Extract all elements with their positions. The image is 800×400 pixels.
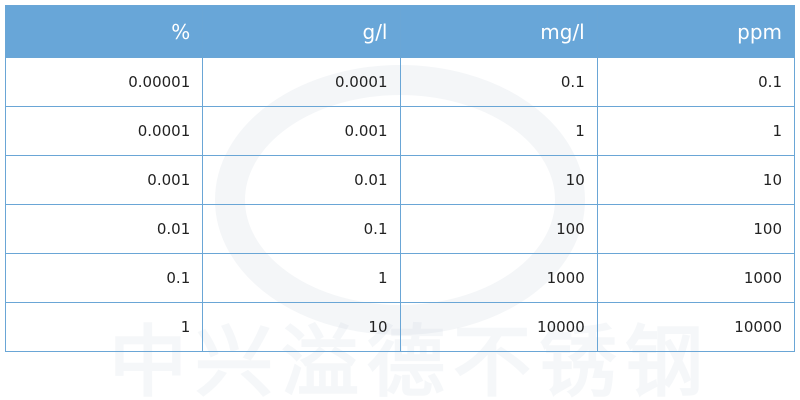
table-cell: 10 bbox=[202, 302, 401, 352]
table-cell: 1 bbox=[4, 302, 204, 352]
table-cell: 0.1 bbox=[399, 57, 598, 107]
table-cell: 0.1 bbox=[596, 57, 796, 107]
table-cell: 100 bbox=[399, 204, 598, 254]
table-cell: 1 bbox=[399, 106, 598, 156]
table-cell: 0.01 bbox=[202, 155, 401, 205]
table-row: 0.01 0.1 100 100 bbox=[4, 204, 796, 254]
table-body: 0.00001 0.0001 0.1 0.1 0.0001 0.001 1 1 0.001 0.0… bbox=[4, 57, 796, 352]
table-cell: 0.1 bbox=[4, 253, 204, 303]
table-row: 0.1 1 1000 1000 bbox=[4, 253, 796, 303]
table-cell: 0.0001 bbox=[202, 57, 401, 107]
table-row: 0.00001 0.0001 0.1 0.1 bbox=[4, 57, 796, 107]
table-cell: 0.001 bbox=[202, 106, 401, 156]
table-row: 0.0001 0.001 1 1 bbox=[4, 106, 796, 156]
table-cell: 0.00001 bbox=[4, 57, 204, 107]
table-row: 1 10 10000 10000 bbox=[4, 302, 796, 352]
table-row: 0.001 0.01 10 10 bbox=[4, 155, 796, 205]
table-cell: 0.1 bbox=[202, 204, 401, 254]
header-cell: mg/l bbox=[399, 5, 598, 58]
header-cell: g/l bbox=[202, 5, 401, 58]
table-cell: 1 bbox=[202, 253, 401, 303]
table-cell: 100 bbox=[596, 204, 796, 254]
table-cell: 0.01 bbox=[4, 204, 204, 254]
table-cell: 10 bbox=[596, 155, 796, 205]
table-cell: 10000 bbox=[596, 302, 796, 352]
table-cell: 1000 bbox=[399, 253, 598, 303]
table-cell: 10000 bbox=[399, 302, 598, 352]
header-cell: ppm bbox=[596, 5, 796, 58]
table-cell: 0.001 bbox=[4, 155, 204, 205]
table-cell: 10 bbox=[399, 155, 598, 205]
header-row: % g/l mg/l ppm bbox=[4, 5, 796, 58]
table-cell: 0.0001 bbox=[4, 106, 204, 156]
table-cell: 1 bbox=[596, 106, 796, 156]
table-cell: 1000 bbox=[596, 253, 796, 303]
header-cell: % bbox=[4, 5, 204, 58]
conversion-table: % g/l mg/l ppm 0.00001 0.0001 0.1 0.1 0.0001 0.0… bbox=[4, 5, 796, 352]
